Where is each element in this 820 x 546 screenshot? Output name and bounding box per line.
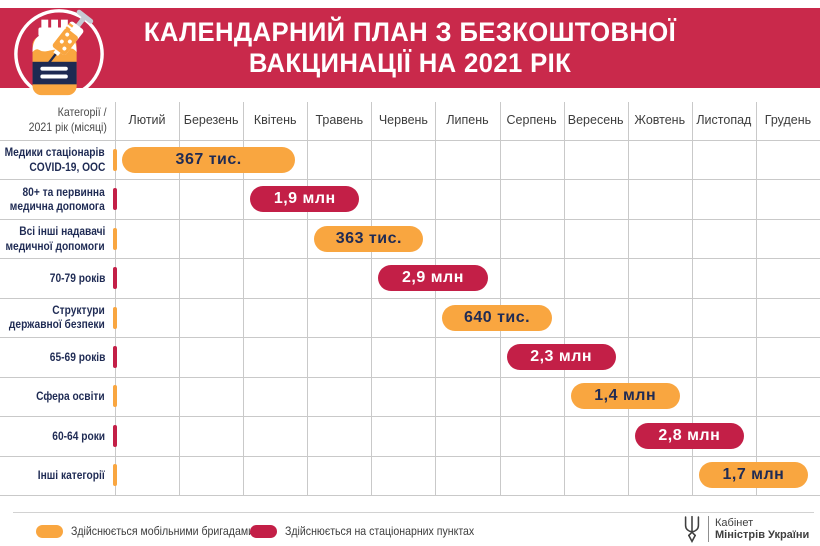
row-label-line: 80+ та первинна — [22, 184, 105, 199]
row-label: Сфера освіти — [0, 377, 105, 416]
horizontal-gridline — [0, 337, 820, 339]
gantt-bar: 1,7 млн — [698, 462, 808, 489]
legend-item-stationary: Здійснюється на стаціонарних пунктах — [250, 519, 500, 543]
month-header: Липень — [446, 113, 489, 127]
logo-text-line1: Кабінет — [715, 516, 754, 529]
axis-corner-label: Категорії / 2021 рік (місяці) — [0, 100, 107, 140]
horizontal-gridline — [0, 258, 820, 260]
axis-corner-label-line2: 2021 рік (місяці) — [28, 120, 107, 134]
row-label-line: державної безпеки — [9, 317, 105, 332]
legend-swatch-stationary — [250, 524, 277, 538]
row-channel-tick — [113, 188, 117, 211]
axis-corner-label-line1: Категорії / — [58, 105, 107, 119]
row-label-line: Інші категорії — [38, 468, 105, 483]
horizontal-gridline — [0, 455, 820, 457]
horizontal-gridline — [0, 140, 820, 141]
gantt-bar: 2,9 млн — [378, 265, 488, 292]
row-label: 70-79 років — [0, 258, 105, 297]
legend-separator — [13, 512, 814, 513]
month-header: Серпень — [506, 113, 557, 127]
legend-label-mobile: Здійснюється мобільними бригадами — [71, 524, 254, 538]
row-channel-tick — [113, 148, 117, 171]
row-label: Медики стаціонарів COVID-19, ООС — [0, 140, 105, 179]
month-header: Червень — [378, 113, 428, 127]
row-label-line: 60-64 роки — [52, 428, 105, 443]
gantt-bar: 367 тис. — [122, 146, 296, 173]
row-label-line: Структури — [52, 302, 105, 317]
horizontal-gridline — [0, 416, 820, 418]
row-label: Всі інші надавачі медичної допомоги — [0, 219, 105, 258]
month-header: Квітень — [253, 113, 297, 127]
row-channel-tick — [113, 306, 117, 329]
row-label: 65-69 років — [0, 337, 105, 376]
row-channel-tick — [113, 464, 117, 487]
gantt-bar: 640 тис. — [442, 304, 552, 331]
month-header: Травень — [315, 113, 364, 127]
row-channel-tick — [113, 345, 117, 368]
month-header: Жовтень — [634, 113, 686, 127]
logo-divider — [708, 516, 709, 542]
page-title-line2: ВАКЦИНАЦІЇ НА 2021 РІК — [248, 48, 572, 78]
row-label-line: 70-79 років — [49, 270, 105, 285]
row-channel-tick — [113, 385, 117, 408]
legend-item-mobile: Здійснюється мобільними бригадами — [36, 519, 279, 543]
row-label-line: Медики стаціонарів — [5, 145, 105, 160]
gantt-bar: 1,4 млн — [570, 383, 680, 410]
vaccine-vial-syringe-icon — [14, 9, 104, 99]
month-header: Лютий — [128, 113, 166, 127]
row-label-line: Сфера освіти — [36, 389, 105, 404]
gantt-bar: 2,8 млн — [634, 422, 744, 449]
month-header: Листопад — [696, 113, 752, 127]
horizontal-gridline — [0, 179, 820, 181]
cabinet-of-ministers-logo: Кабінет Міністрів України — [681, 515, 809, 543]
row-label-line: 65-69 років — [49, 349, 105, 364]
horizontal-gridline — [0, 297, 820, 299]
row-label-line: COVID-19, ООС — [29, 159, 105, 174]
row-label: 60-64 роки — [0, 416, 105, 455]
header-banner: КАЛЕНДАРНИЙ ПЛАН З БЕЗКОШТОВНОЇ ВАКЦИНАЦ… — [0, 8, 820, 99]
logo-text-line2: Міністрів України — [715, 529, 810, 541]
month-header: Грудень — [764, 113, 812, 127]
page-title-line1: КАЛЕНДАРНИЙ ПЛАН З БЕЗКОШТОВНОЇ — [143, 17, 677, 47]
page-title: КАЛЕНДАРНИЙ ПЛАН З БЕЗКОШТОВНОЇ ВАКЦИНАЦ… — [21, 17, 800, 79]
horizontal-gridline — [0, 495, 820, 496]
row-label-line: медичної допомоги — [5, 238, 105, 253]
row-channel-tick — [113, 227, 117, 250]
gantt-bar: 2,3 млн — [506, 343, 616, 370]
row-label: Інші категорії — [0, 456, 105, 495]
row-label: Структури державної безпеки — [0, 298, 105, 337]
row-channel-tick — [113, 267, 117, 290]
month-header: Березень — [183, 113, 239, 127]
gantt-bar: 1,9 млн — [250, 186, 360, 213]
horizontal-gridline — [0, 218, 820, 220]
row-label-line: Всі інші надавачі — [18, 224, 105, 239]
month-header: Вересень — [567, 113, 624, 127]
row-label: 80+ та первинна медична допомога — [0, 179, 105, 218]
legend-label-stationary: Здійснюється на стаціонарних пунктах — [285, 524, 475, 538]
gantt-bar: 363 тис. — [314, 225, 424, 252]
horizontal-gridline — [0, 376, 820, 378]
syringe-icon — [46, 9, 94, 65]
row-label-line: медична допомога — [9, 199, 105, 214]
legend-swatch-mobile — [36, 524, 63, 538]
row-channel-tick — [113, 424, 117, 447]
trident-icon — [684, 515, 700, 543]
